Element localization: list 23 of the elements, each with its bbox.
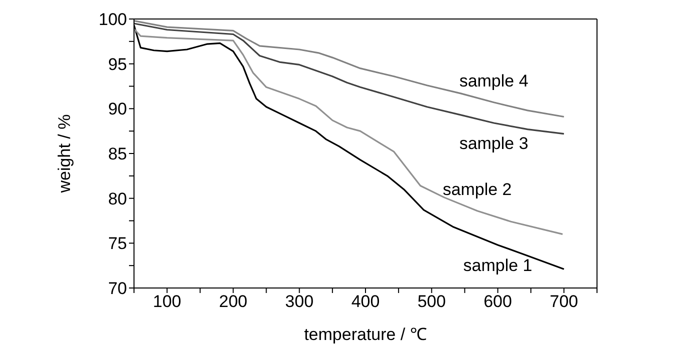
y-tick-label: 90 — [108, 100, 127, 119]
series-label: sample 4 — [459, 71, 528, 90]
x-axis-title: temperature / ℃ — [304, 325, 427, 344]
x-tick-label: 200 — [219, 292, 248, 312]
y-axis-title: weight / % — [55, 114, 74, 194]
x-tick-label: 500 — [417, 292, 446, 312]
y-tick-label: 80 — [108, 189, 127, 208]
line-series — [134, 22, 565, 135]
y-tick-label: 70 — [108, 279, 127, 298]
series-label: sample 1 — [463, 256, 532, 275]
x-tick-label: 400 — [351, 292, 380, 312]
x-tick-label: 700 — [550, 292, 578, 312]
x-tick-label: 300 — [285, 292, 314, 312]
series-label: sample 3 — [459, 134, 528, 154]
line-series — [134, 28, 564, 235]
y-tick-label: 85 — [108, 144, 127, 164]
series-label: sample 2 — [442, 180, 512, 199]
x-tick-label: 100 — [152, 292, 182, 312]
y-tick-label: 95 — [108, 54, 127, 74]
y-tick-label: 75 — [108, 234, 127, 254]
y-tick-label: 100 — [98, 10, 127, 30]
line-series — [134, 20, 565, 118]
x-tick-label: 600 — [484, 292, 512, 312]
